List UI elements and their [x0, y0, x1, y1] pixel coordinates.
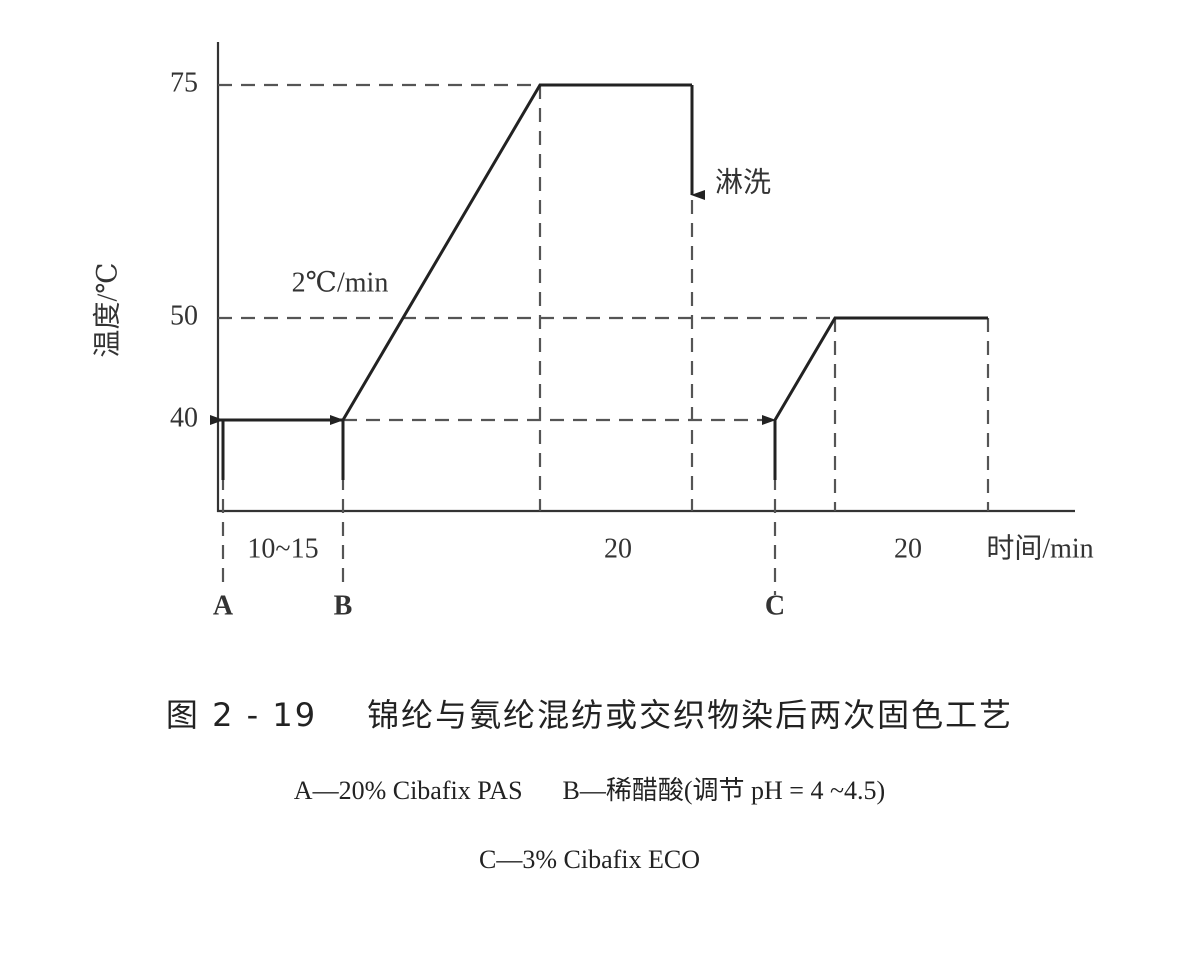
caption-note: B—稀醋酸(调节 pH = 4 ~4.5) [562, 776, 886, 805]
marker-label: A [213, 590, 234, 621]
marker-label: B [334, 590, 353, 621]
rinse-label: 淋洗 [715, 166, 771, 198]
caption-note-line: C—3% Cibafix ECO [0, 845, 1179, 875]
caption: 图 2 - 19 锦纶与氨纶混纺或交织物染后两次固色工艺 [0, 690, 1179, 736]
diagram: 75 50 40 温度/℃ 时间/min 2℃/min 淋洗 10~15 20 … [91, 42, 1094, 621]
y-tick-label: 50 [170, 300, 198, 331]
duration-label: 20 [604, 533, 632, 564]
y-tick-label: 40 [170, 402, 198, 433]
caption-number: 图 2 - 19 [165, 696, 318, 734]
marker-label: C [765, 590, 785, 621]
duration-label: 10~15 [247, 533, 318, 564]
temperature-profile [773, 316, 988, 421]
x-axis-label: 时间/min [986, 532, 1093, 564]
caption-note: C—3% Cibafix ECO [479, 845, 700, 874]
temperature-profile [220, 83, 692, 422]
caption-note-line: A—20% Cibafix PAS B—稀醋酸(调节 pH = 4 ~4.5) [0, 770, 1179, 807]
rate-label: 2℃/min [292, 267, 389, 298]
caption-title: 锦纶与氨纶混纺或交织物染后两次固色工艺 [367, 696, 1014, 734]
y-axis-label: 温度/℃ [91, 262, 123, 357]
duration-label: 20 [894, 533, 922, 564]
caption-note: A—20% Cibafix PAS [293, 776, 523, 805]
y-tick-label: 75 [170, 67, 198, 98]
